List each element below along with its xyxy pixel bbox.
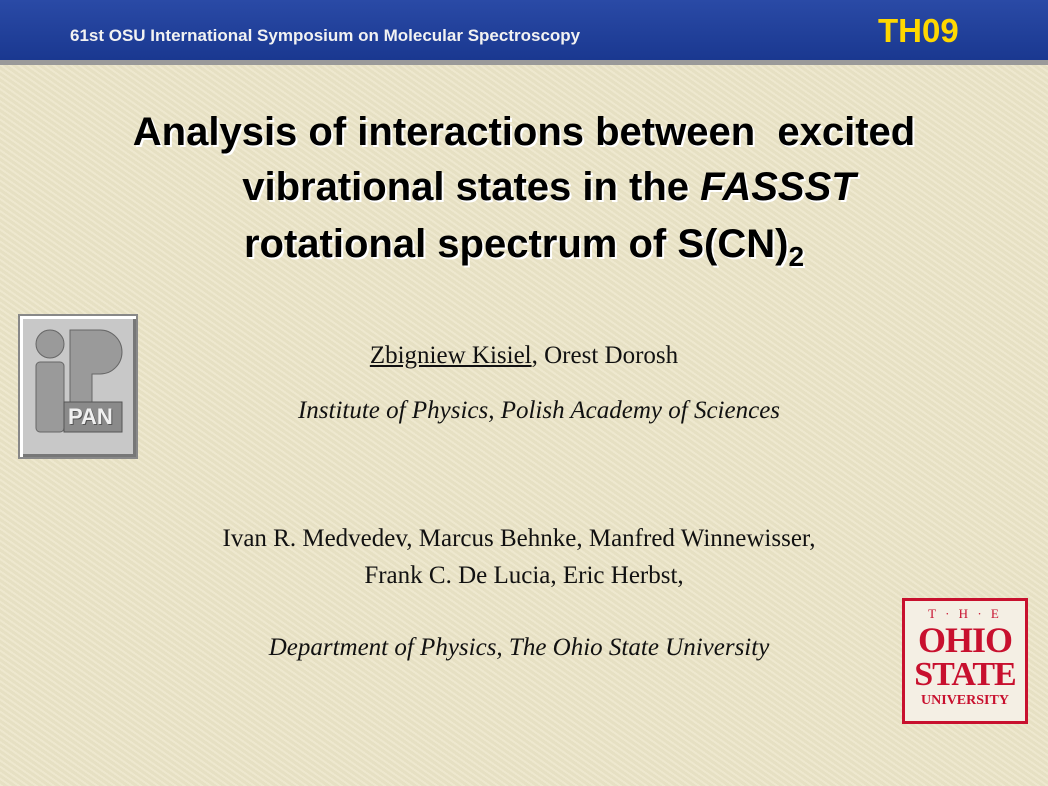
- session-code: TH09: [878, 12, 959, 49]
- affiliation: Department of Physics, The Ohio State Un…: [268, 634, 770, 661]
- title-text: rotational spectrum of S(CN): [243, 222, 789, 266]
- ifpan-logo: PAN: [18, 314, 138, 459]
- title-line: rotational spectrum of S(CN)2: [0, 222, 1048, 273]
- affiliation: Institute of Physics, Polish Academy of …: [297, 397, 781, 424]
- authors-line: Ivan R. Medvedev, Marcus Behnke, Manfred…: [222, 525, 816, 552]
- authors-line: Zbigniew Kisiel, Orest Dorosh: [0, 342, 1048, 370]
- conference-name: 61st OSU International Symposium on Mole…: [70, 26, 581, 45]
- title-line: Analysis of interactions between excited: [132, 110, 916, 154]
- header-bar: 61st OSU International Symposium on Mole…: [0, 0, 1048, 65]
- osu-logo: T · H · E OHIO STATE UNIVERSITY: [902, 598, 1028, 724]
- title-italic: FASSST: [700, 165, 856, 209]
- presenting-author: Zbigniew Kisiel: [369, 342, 532, 369]
- title-text: vibrational states in the: [242, 165, 701, 209]
- co-author: , Orest Dorosh: [531, 342, 679, 369]
- logo-text: OHIO: [917, 620, 1013, 660]
- title-subscript: 2: [788, 241, 805, 272]
- logo-shape: [35, 329, 123, 433]
- logo-text: STATE: [914, 656, 1016, 693]
- logo-text: UNIVERSITY: [921, 693, 1009, 708]
- authors-line: Frank C. De Lucia, Eric Herbst,: [364, 562, 684, 589]
- logo-text: T · H · E: [928, 606, 1002, 621]
- title-line: vibrational states in the FASSST: [0, 165, 1048, 210]
- logo-text: PAN: [68, 404, 113, 429]
